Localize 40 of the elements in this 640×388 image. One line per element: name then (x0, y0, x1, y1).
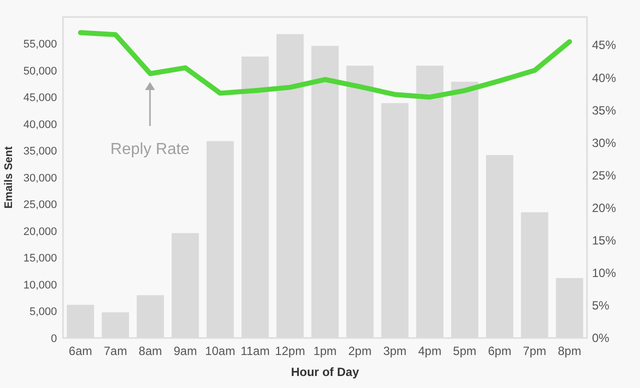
x-tick-label: 9am (174, 344, 197, 358)
x-tick-label: 8am (138, 344, 162, 358)
y2-tick-label: 45% (592, 38, 616, 52)
y-tick-label: 20,000 (23, 226, 57, 238)
y2-tick-label: 35% (592, 103, 616, 118)
y-tick-label: 25,000 (23, 199, 57, 212)
x-tick-label: 11am (240, 344, 270, 358)
y-tick-label: 40,000 (23, 118, 57, 131)
y-tick-label: 55,000 (23, 38, 57, 51)
y-tick-label: 15,000 (23, 252, 57, 265)
y2-tick-label: 20% (592, 200, 616, 215)
y2-tick-label: 15% (592, 234, 616, 248)
x-tick-label: 7pm (522, 344, 546, 358)
y2-tick-label: 0% (592, 331, 610, 346)
x-tick-label: 10am (205, 344, 236, 358)
annotation: Reply Rate (110, 141, 190, 158)
y2-tick-label: 10% (592, 266, 616, 280)
y-tick-label: 45,000 (23, 92, 57, 104)
x-axis-title: Hour of Day (290, 365, 360, 379)
x-tick-label: 1pm (313, 344, 337, 358)
y-tick-label: 10,000 (23, 279, 57, 292)
y2-tick-label: 5% (592, 298, 610, 313)
y-tick-label: 35,000 (23, 146, 57, 158)
x-tick-label: 3pm (383, 344, 407, 358)
y2-tick-label: 40% (592, 70, 616, 85)
y2-tick-label: 30% (592, 136, 616, 150)
x-tick-label: 7am (104, 344, 128, 358)
y-tick-label: 5,000 (29, 306, 57, 318)
x-tick-label: 12pm (275, 344, 306, 358)
x-tick-label: 6am (68, 344, 92, 358)
x-tick-label: 8pm (558, 344, 582, 358)
y-tick-label: 50,000 (23, 65, 57, 78)
x-tick-label: 5pm (453, 344, 476, 358)
y-tick-label: 30,000 (23, 172, 57, 184)
x-tick-label: 6pm (488, 344, 512, 358)
y2-tick-label: 25% (592, 168, 616, 182)
x-tick-label: 4pm (418, 344, 442, 358)
x-tick-label: 2pm (348, 344, 372, 358)
y-tick-label: 0 (50, 332, 57, 345)
y-axis-title: Emails Sent (3, 146, 15, 209)
